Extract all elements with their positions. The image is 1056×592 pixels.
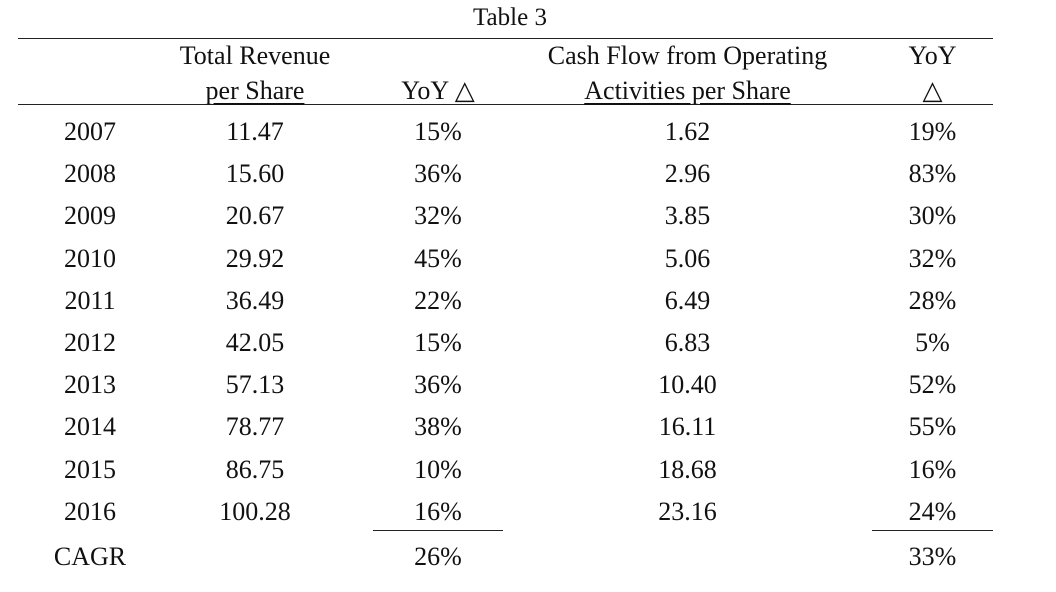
revenue-cell: 42.05 — [225, 328, 285, 357]
cashflow-yoy-cell: 16% — [908, 454, 957, 484]
revenue-yoy-total-rule — [373, 530, 503, 531]
revenue-cell: 36.49 — [225, 285, 285, 315]
header-cashflow-yoy: YoY △ — [872, 38, 993, 108]
cashflow-cell: 6.83 — [664, 328, 711, 357]
table-title: Table 3 — [473, 4, 547, 31]
revenue-cell: 15.60 — [225, 159, 285, 189]
year-cell: 2009 — [64, 201, 116, 231]
top-rule — [18, 38, 993, 39]
header-revenue-line2: per Share — [205, 76, 305, 105]
year-cell: 2010 — [64, 243, 116, 273]
year-cell: 2011 — [64, 285, 116, 315]
revenue-yoy-cell: 16% — [414, 496, 462, 526]
cashflow-yoy-cell: 19% — [908, 117, 957, 146]
header-cashflow-line2: Activities per Share — [584, 76, 791, 105]
cashflow-yoy-cell: 28% — [908, 285, 957, 315]
year-cell: 2012 — [64, 328, 116, 357]
cashflow-cell: 23.16 — [658, 496, 717, 526]
cashflow-cell: 3.85 — [664, 201, 711, 231]
header-revenue-yoy: YoY △ — [401, 76, 475, 105]
cashflow-cell: 6.49 — [664, 285, 711, 315]
cashflow-cell: 1.62 — [664, 117, 711, 146]
cashflow-yoy-cell: 55% — [908, 412, 957, 442]
header-revenue: Total Revenue per Share — [150, 38, 360, 108]
cashflow-yoy-cell: 32% — [908, 243, 957, 273]
revenue-cell: 100.28 — [219, 496, 291, 526]
revenue-yoy-cell: 22% — [414, 285, 462, 315]
header-cashflow-yoy-line1: YoY — [908, 41, 957, 70]
revenue-cell: 86.75 — [225, 454, 285, 484]
cashflow-cell: 2.96 — [664, 159, 711, 189]
cashflow-yoy-cell: 52% — [908, 370, 957, 400]
year-cell: 2016 — [64, 496, 116, 526]
cashflow-yoy-cell: 30% — [908, 201, 957, 231]
header-cashflow: Cash Flow from Operating Activities per … — [520, 38, 855, 108]
cashflow-cell: 10.40 — [658, 370, 717, 400]
cashflow-cell: 18.68 — [658, 454, 717, 484]
year-cell: 2008 — [64, 159, 116, 189]
cashflow-cell: 16.11 — [658, 412, 717, 442]
revenue-cell: 78.77 — [225, 412, 285, 442]
revenue-cell: 20.67 — [225, 201, 285, 231]
cagr-label: CAGR — [53, 542, 127, 571]
revenue-yoy-cell: 38% — [414, 412, 462, 442]
year-cell: 2007 — [64, 117, 116, 146]
revenue-cell: 57.13 — [225, 370, 285, 400]
cashflow-cell: 5.06 — [664, 243, 711, 273]
header-cashflow-yoy-line2: △ — [922, 76, 943, 105]
year-cell: 2014 — [64, 412, 116, 442]
year-cell: 2015 — [64, 454, 116, 484]
revenue-yoy-cell: 10% — [414, 454, 462, 484]
header-cashflow-line1: Cash Flow from Operating — [547, 41, 828, 70]
revenue-yoy-cell: 15% — [414, 117, 462, 146]
cashflow-yoy-total-rule — [872, 530, 993, 531]
revenue-yoy-cell: 15% — [414, 328, 462, 357]
cashflow-yoy-cell: 5% — [915, 328, 950, 357]
cagr-revenue-yoy: 26% — [414, 542, 462, 571]
year-cell: 2013 — [64, 370, 116, 400]
cagr-cashflow-yoy: 33% — [908, 542, 957, 571]
cashflow-yoy-cell: 24% — [908, 496, 957, 526]
revenue-cell: 11.47 — [226, 117, 284, 146]
revenue-yoy-cell: 36% — [414, 370, 462, 400]
revenue-cell: 29.92 — [225, 243, 285, 273]
header-rule — [18, 104, 993, 105]
cashflow-yoy-cell: 83% — [908, 159, 957, 189]
revenue-yoy-cell: 36% — [414, 159, 462, 189]
revenue-yoy-cell: 45% — [414, 243, 462, 273]
revenue-yoy-cell: 32% — [414, 201, 462, 231]
header-revenue-line1: Total Revenue — [179, 41, 331, 70]
